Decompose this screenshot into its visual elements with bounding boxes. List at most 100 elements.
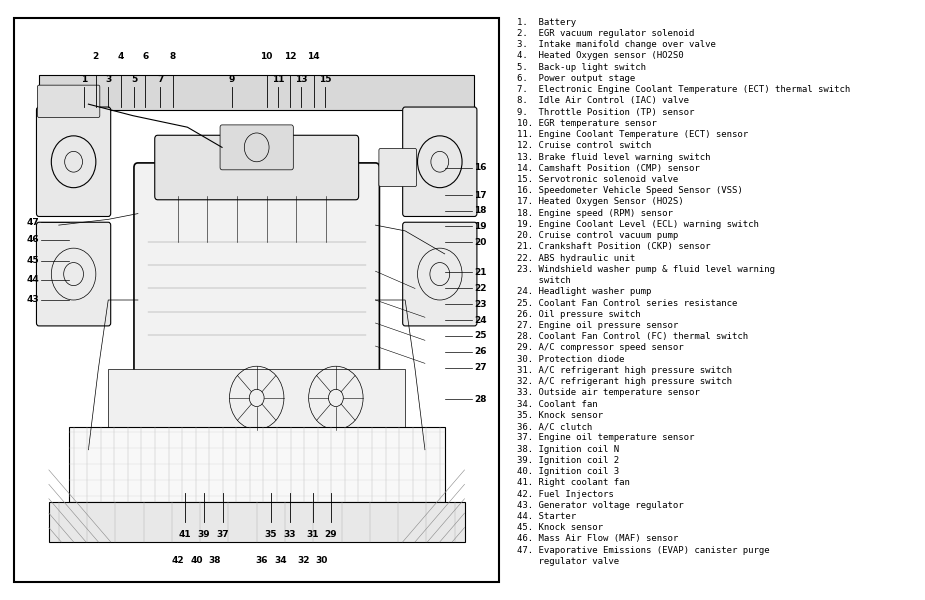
- Text: 36: 36: [255, 556, 268, 565]
- Text: 24: 24: [475, 316, 487, 325]
- Text: 5.  Back-up light switch: 5. Back-up light switch: [517, 62, 647, 71]
- Text: 32: 32: [298, 556, 310, 565]
- Text: 12. Cruise control switch: 12. Cruise control switch: [517, 142, 652, 151]
- Text: 34: 34: [274, 556, 287, 565]
- Text: 17: 17: [475, 191, 487, 200]
- Text: 38. Ignition coil N: 38. Ignition coil N: [517, 445, 620, 454]
- Text: 35: 35: [265, 530, 277, 539]
- Text: 33. Outside air temperature sensor: 33. Outside air temperature sensor: [517, 388, 700, 397]
- Text: 34. Coolant fan: 34. Coolant fan: [517, 400, 598, 409]
- Text: 39: 39: [197, 530, 210, 539]
- Text: 10. EGR temperature sensor: 10. EGR temperature sensor: [517, 119, 657, 128]
- Text: 29. A/C compressor speed sensor: 29. A/C compressor speed sensor: [517, 343, 684, 352]
- Text: 30. Protection diode: 30. Protection diode: [517, 355, 625, 364]
- FancyBboxPatch shape: [402, 222, 477, 326]
- Bar: [39, 76, 475, 110]
- Text: 6.  Power output stage: 6. Power output stage: [517, 74, 635, 83]
- Text: 39. Ignition coil 2: 39. Ignition coil 2: [517, 456, 620, 465]
- FancyBboxPatch shape: [134, 163, 379, 374]
- Text: 3: 3: [105, 75, 111, 84]
- Text: 22. ABS hydraulic unit: 22. ABS hydraulic unit: [517, 254, 635, 263]
- Text: 5: 5: [130, 75, 137, 84]
- Text: 20: 20: [475, 238, 487, 247]
- Text: 13: 13: [295, 75, 307, 84]
- Text: 40: 40: [190, 556, 203, 565]
- Text: 27: 27: [475, 364, 487, 373]
- Text: 30: 30: [315, 556, 328, 565]
- Text: 15: 15: [319, 75, 331, 84]
- Text: 18: 18: [475, 206, 487, 215]
- Text: 8.  Idle Air Control (IAC) valve: 8. Idle Air Control (IAC) valve: [517, 97, 689, 106]
- Text: 25: 25: [475, 331, 487, 340]
- Text: 29: 29: [325, 530, 338, 539]
- Text: 25. Coolant Fan Control series resistance: 25. Coolant Fan Control series resistanc…: [517, 299, 738, 308]
- Text: 32. A/C refrigerant high pressure switch: 32. A/C refrigerant high pressure switch: [517, 377, 733, 386]
- Text: 37. Engine oil temperature sensor: 37. Engine oil temperature sensor: [517, 433, 695, 442]
- Text: 45. Knock sensor: 45. Knock sensor: [517, 523, 603, 532]
- Text: 31. A/C refrigerant high pressure switch: 31. A/C refrigerant high pressure switch: [517, 366, 733, 375]
- Text: 47. Evaporative Emissions (EVAP) canister purge: 47. Evaporative Emissions (EVAP) caniste…: [517, 545, 770, 554]
- Text: 2.  EGR vacuum regulator solenoid: 2. EGR vacuum regulator solenoid: [517, 29, 695, 38]
- Text: 42: 42: [171, 556, 184, 565]
- Text: 23. Windshield washer pump & fluid level warning: 23. Windshield washer pump & fluid level…: [517, 265, 775, 274]
- FancyBboxPatch shape: [220, 125, 293, 170]
- Text: 26. Oil pressure switch: 26. Oil pressure switch: [517, 310, 641, 319]
- Text: 43: 43: [26, 295, 39, 304]
- Text: 7: 7: [157, 75, 164, 84]
- Text: 9: 9: [228, 75, 235, 84]
- Bar: [108, 369, 405, 427]
- Text: 4: 4: [117, 52, 124, 61]
- Text: 8: 8: [169, 52, 176, 61]
- Text: 33: 33: [284, 530, 296, 539]
- Text: 11. Engine Coolant Temperature (ECT) sensor: 11. Engine Coolant Temperature (ECT) sen…: [517, 130, 748, 139]
- Text: 23: 23: [475, 299, 487, 308]
- Text: regulator valve: regulator valve: [517, 557, 620, 566]
- Text: 31: 31: [306, 530, 319, 539]
- Text: 15. Servotronic solenoid valve: 15. Servotronic solenoid valve: [517, 175, 679, 184]
- Text: 3.  Intake manifold change over valve: 3. Intake manifold change over valve: [517, 40, 716, 49]
- Bar: [49, 502, 464, 542]
- Text: 14. Camshaft Position (CMP) sensor: 14. Camshaft Position (CMP) sensor: [517, 164, 700, 173]
- Text: 28. Coolant Fan Control (FC) thermal switch: 28. Coolant Fan Control (FC) thermal swi…: [517, 332, 748, 341]
- Text: 24. Headlight washer pump: 24. Headlight washer pump: [517, 287, 652, 296]
- Text: 36. A/C clutch: 36. A/C clutch: [517, 422, 593, 431]
- Text: 26: 26: [475, 347, 487, 356]
- Text: 1: 1: [81, 75, 88, 84]
- Text: 22: 22: [475, 284, 487, 293]
- Text: 46: 46: [26, 235, 39, 244]
- FancyBboxPatch shape: [36, 107, 111, 217]
- Text: 27. Engine oil pressure sensor: 27. Engine oil pressure sensor: [517, 321, 679, 330]
- Text: 10: 10: [261, 52, 273, 61]
- Text: 46. Mass Air Flow (MAF) sensor: 46. Mass Air Flow (MAF) sensor: [517, 535, 679, 544]
- FancyBboxPatch shape: [154, 135, 359, 200]
- Text: 13. Brake fluid level warning switch: 13. Brake fluid level warning switch: [517, 152, 711, 161]
- Text: 21. Crankshaft Position (CKP) sensor: 21. Crankshaft Position (CKP) sensor: [517, 242, 711, 251]
- FancyBboxPatch shape: [379, 149, 416, 187]
- FancyBboxPatch shape: [37, 85, 100, 118]
- Text: 17. Heated Oxygen Sensor (HO2S): 17. Heated Oxygen Sensor (HO2S): [517, 197, 684, 206]
- Text: switch: switch: [517, 276, 571, 285]
- Text: 12: 12: [284, 52, 296, 61]
- Text: 21: 21: [475, 268, 487, 277]
- Text: 20. Cruise control vacuum pump: 20. Cruise control vacuum pump: [517, 231, 679, 240]
- Text: 41. Right coolant fan: 41. Right coolant fan: [517, 478, 630, 487]
- FancyBboxPatch shape: [36, 222, 111, 326]
- Text: 6: 6: [142, 52, 149, 61]
- Text: 19: 19: [475, 222, 487, 231]
- Text: 4.  Heated Oxygen sensor (HO2S0: 4. Heated Oxygen sensor (HO2S0: [517, 52, 684, 61]
- Bar: [68, 427, 445, 502]
- Text: 11: 11: [272, 75, 284, 84]
- Text: 14: 14: [307, 52, 320, 61]
- Text: 45: 45: [26, 256, 39, 265]
- Text: 2: 2: [92, 52, 99, 61]
- Text: 7.  Electronic Engine Coolant Temperature (ECT) thermal switch: 7. Electronic Engine Coolant Temperature…: [517, 85, 851, 94]
- Text: 43. Generator voltage regulator: 43. Generator voltage regulator: [517, 501, 684, 510]
- Text: 42. Fuel Injectors: 42. Fuel Injectors: [517, 490, 614, 499]
- Text: 44: 44: [26, 275, 39, 284]
- Text: 19. Engine Coolant Level (ECL) warning switch: 19. Engine Coolant Level (ECL) warning s…: [517, 220, 759, 229]
- Text: 38: 38: [208, 556, 221, 565]
- Text: 18. Engine speed (RPM) sensor: 18. Engine speed (RPM) sensor: [517, 209, 673, 218]
- Text: 28: 28: [475, 395, 487, 404]
- Text: 40. Ignition coil 3: 40. Ignition coil 3: [517, 467, 620, 476]
- Text: 9.  Throttle Position (TP) sensor: 9. Throttle Position (TP) sensor: [517, 107, 695, 116]
